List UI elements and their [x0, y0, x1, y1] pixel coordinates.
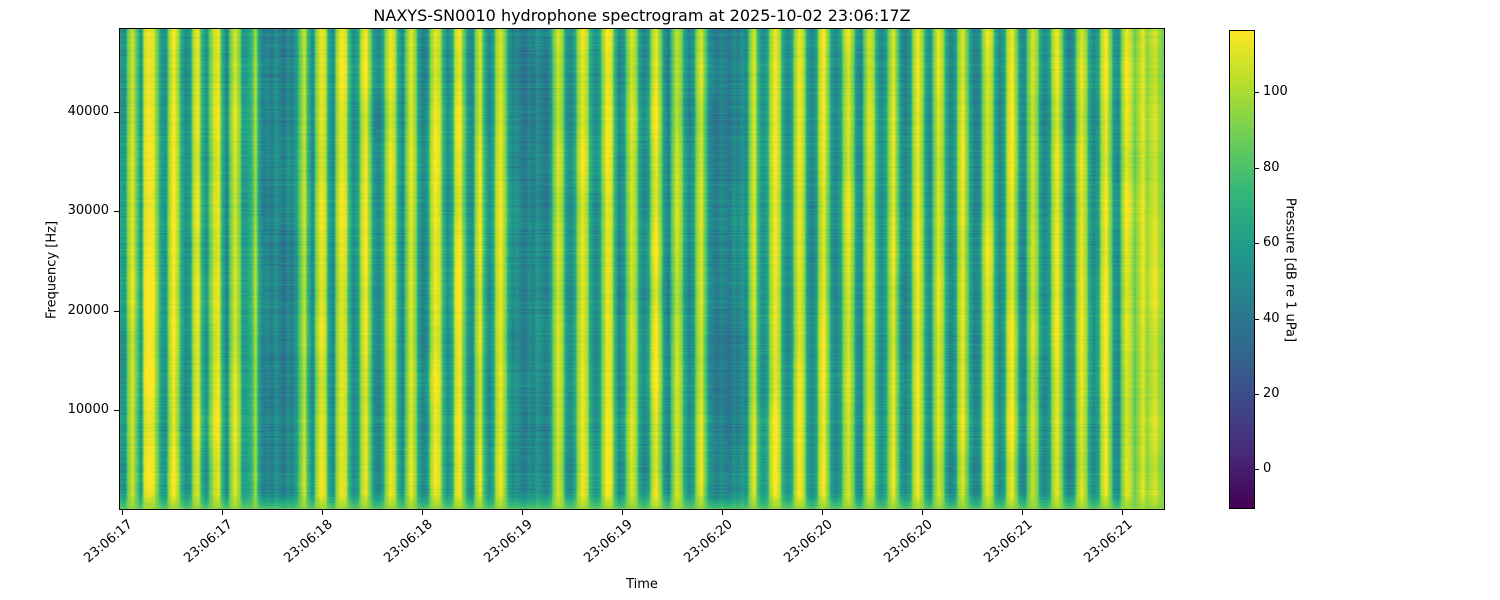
colorbar-tick [1255, 243, 1259, 245]
colorbar-tick [1255, 318, 1259, 320]
y-tick-label: 40000 [67, 103, 109, 119]
x-tick-label: 23:06:20 [881, 517, 936, 567]
y-tick [114, 111, 119, 113]
spectrogram-heatmap [120, 29, 1164, 509]
x-tick-label: 23:06:17 [181, 517, 236, 567]
x-tick [622, 510, 624, 515]
colorbar-tick-label: 20 [1263, 385, 1280, 401]
plot-area [119, 28, 1165, 510]
y-tick [114, 410, 119, 412]
y-tick [114, 211, 119, 213]
colorbar-label: Pressure [dB re 1 uPa] [1282, 197, 1298, 343]
x-axis-label: Time [626, 577, 658, 592]
y-tick-label: 30000 [67, 203, 109, 219]
x-tick [722, 510, 724, 515]
x-tick-label: 23:06:20 [681, 517, 736, 567]
x-tick-label: 23:06:21 [981, 517, 1036, 567]
x-tick [322, 510, 324, 515]
colorbar [1229, 30, 1255, 509]
colorbar-tick-label: 60 [1263, 235, 1280, 251]
colorbar-tick [1255, 469, 1259, 471]
y-tick-label: 10000 [67, 402, 109, 418]
colorbar-tick [1255, 92, 1259, 94]
chart-title: NAXYS-SN0010 hydrophone spectrogram at 2… [373, 6, 911, 25]
colorbar-tick [1255, 393, 1259, 395]
x-tick [1122, 510, 1123, 515]
x-tick [422, 510, 424, 515]
y-tick-label: 20000 [67, 302, 109, 318]
x-tick [822, 510, 824, 515]
x-tick [522, 510, 524, 515]
x-tick-label: 23:06:19 [481, 517, 536, 567]
x-tick-label: 23:06:19 [581, 517, 636, 567]
x-tick [222, 510, 224, 515]
colorbar-tick-label: 80 [1263, 159, 1280, 175]
colorbar-tick-label: 100 [1263, 84, 1288, 100]
colorbar-tick [1255, 167, 1259, 169]
x-tick-label: 23:06:20 [781, 517, 836, 567]
colorbar-gradient [1230, 31, 1254, 508]
x-tick [922, 510, 923, 515]
x-tick [122, 510, 124, 515]
y-tick [114, 310, 119, 312]
x-tick-label: 23:06:17 [81, 517, 136, 567]
colorbar-tick-label: 40 [1263, 310, 1280, 326]
x-tick-label: 23:06:18 [381, 517, 436, 567]
x-tick-label: 23:06:18 [281, 517, 336, 567]
colorbar-tick-label: 0 [1263, 461, 1272, 477]
x-tick-label: 23:06:21 [1081, 517, 1136, 567]
x-tick [1022, 510, 1023, 515]
